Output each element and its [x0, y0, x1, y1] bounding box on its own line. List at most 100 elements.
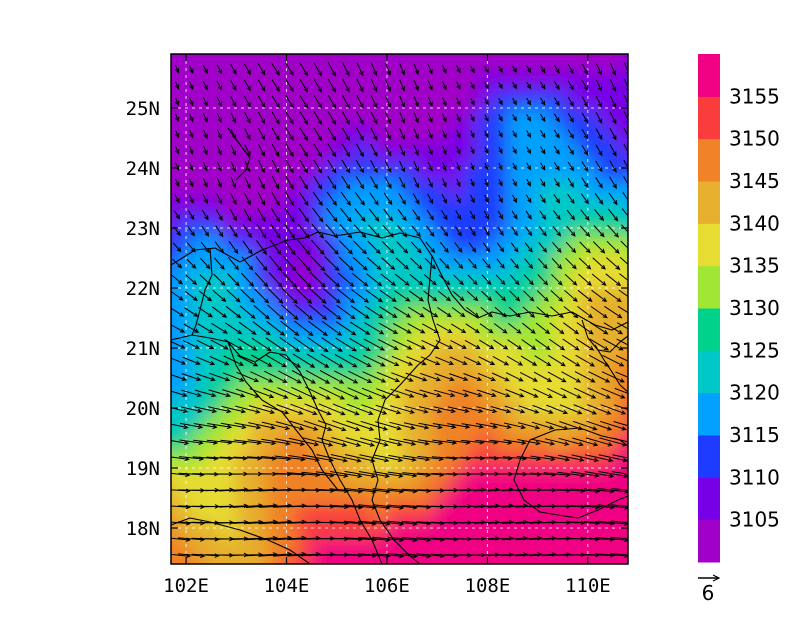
wind-vector [447, 423, 471, 429]
wind-vector [390, 388, 415, 398]
wind-vector [194, 406, 218, 414]
wind-vector [354, 208, 366, 223]
field-cell [477, 198, 494, 217]
wind-vector [216, 161, 222, 172]
field-cell [582, 522, 599, 541]
field-cell [221, 378, 237, 397]
reference-vector: 6 [698, 574, 721, 605]
wind-vector [399, 95, 405, 108]
field-cell [281, 72, 298, 91]
wind-vector [252, 321, 271, 336]
x-axis-ticks: 102E 104E 106E 108E 110E [163, 54, 611, 597]
field-cell [146, 18, 162, 37]
field-cell [537, 144, 554, 163]
wind-vector [456, 146, 461, 155]
colorbar-swatch [698, 308, 720, 351]
field-cell [643, 162, 659, 181]
field-cell [311, 324, 328, 343]
wind-vector [492, 355, 510, 366]
field-cell [191, 324, 207, 343]
wind-vector [427, 80, 433, 91]
wind-vector [298, 207, 310, 223]
wind-vector [243, 208, 252, 222]
field-cell [522, 450, 539, 469]
wind-vector [496, 242, 505, 253]
field-cell [251, 54, 268, 73]
field-cell [507, 252, 524, 271]
field-cell [582, 288, 599, 307]
wind-vector [230, 63, 237, 75]
wind-vector [238, 321, 257, 335]
wind-vector [313, 94, 323, 109]
wind-vector [591, 273, 607, 286]
field-cell [171, 540, 177, 559]
wind-vector [331, 437, 362, 447]
field-cell [251, 162, 268, 181]
wind-vector [614, 404, 628, 411]
field-cell [251, 486, 268, 505]
field-cell [582, 378, 599, 397]
field-cell [462, 90, 478, 109]
field-cell [612, 216, 628, 235]
wind-vector [397, 209, 407, 222]
wind-vector [588, 371, 611, 383]
wind-vector [271, 143, 280, 158]
field-cell [612, 252, 628, 271]
field-cell [146, 180, 162, 199]
wind-vector [413, 144, 419, 156]
field-cell [447, 162, 463, 181]
wind-vector [180, 422, 204, 429]
field-cell [191, 288, 207, 307]
field-cell [522, 522, 539, 541]
field-cell [221, 234, 237, 253]
field-cell [432, 306, 448, 325]
wind-vector [216, 193, 223, 205]
field-cell [171, 234, 177, 253]
wind-vector [537, 274, 549, 286]
field-cell [522, 270, 539, 289]
field-cell [356, 72, 373, 91]
wind-vector [581, 96, 588, 108]
field-cell [161, 18, 177, 37]
wind-vector [215, 209, 223, 221]
wind-vector [342, 62, 350, 77]
colorbar-swatch [698, 435, 720, 478]
wind-vector [617, 322, 628, 330]
wind-vector [203, 161, 208, 172]
field-cell [552, 450, 569, 469]
wind-vector [420, 356, 441, 366]
field-cell [417, 162, 433, 181]
field-cell [206, 252, 222, 271]
wind-vector [620, 240, 628, 249]
field-cell [171, 396, 177, 415]
field-cell [191, 216, 207, 235]
wind-vector [588, 354, 610, 367]
wind-vector [526, 81, 532, 90]
field-cell [402, 144, 418, 163]
field-cell [643, 252, 659, 271]
field-cell [266, 468, 283, 487]
field-cell [312, 18, 328, 37]
wind-vector [304, 403, 332, 416]
wind-vector [395, 257, 409, 270]
field-cell [582, 360, 599, 379]
field-cell [251, 216, 268, 235]
wind-vector [491, 389, 511, 398]
wind-vector [418, 422, 443, 430]
field-cell [417, 522, 433, 541]
wind-vector [567, 161, 575, 172]
field-cell [537, 378, 554, 397]
wind-vector [455, 194, 461, 204]
wind-vector [575, 354, 595, 367]
field-cell [567, 180, 584, 199]
wind-vector [327, 143, 337, 158]
wind-vector [347, 387, 373, 399]
field-cell [552, 72, 569, 91]
wind-vector [600, 404, 627, 415]
wind-vector [302, 437, 334, 447]
field-cell [281, 90, 298, 109]
wind-vector [615, 371, 628, 378]
field-cell [522, 324, 539, 343]
wind-vector [534, 355, 552, 367]
wind-vector [456, 81, 461, 90]
